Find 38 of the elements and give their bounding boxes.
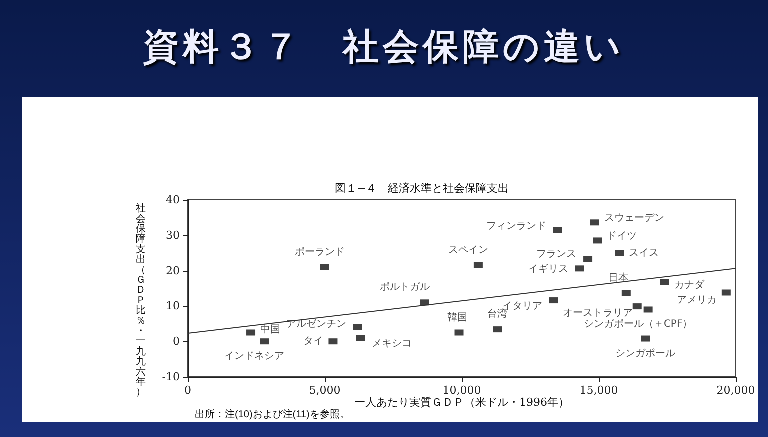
series-label: ポーランド — [295, 246, 345, 258]
y-tick-label: 40 — [166, 194, 180, 206]
x-tick-label: 10,000 — [442, 384, 482, 397]
series-label: メキシコ — [372, 338, 412, 350]
y-tick-label: 20 — [166, 264, 180, 278]
y-tick-label: 30 — [166, 228, 180, 242]
series-label: 中国 — [260, 323, 281, 336]
series-label: シンガポール（＋CPF） — [584, 319, 693, 330]
series-label: スペイン — [448, 244, 488, 256]
series-label: ドイツ — [607, 231, 638, 242]
series-label: オーストラリア — [562, 308, 633, 320]
series-label: 韓国 — [447, 311, 468, 324]
chart-title: 資料３７ 社会保障の違い — [143, 26, 625, 70]
series-label: スイス — [629, 248, 660, 259]
text: 社会保障支出（ＧＤＰ比％・一九九六年） — [136, 204, 146, 398]
chart-subtitle: 図１−４ 経済水準と社会保障支出 — [335, 182, 510, 195]
series-label: フィンランド — [486, 220, 546, 232]
y-tick-label: -10 — [162, 370, 180, 384]
text: 出所：注(10)および注(11)を参照。 — [195, 408, 350, 420]
x-tick-label: 0 — [184, 384, 192, 397]
x-axis-title: 一人あたり実質ＧＤＰ（米ドル・1996年） — [354, 396, 570, 409]
series-label: 日本 — [608, 272, 628, 284]
x-tick-label: 20,000 — [716, 384, 756, 397]
y-tick-label: 10 — [166, 300, 180, 313]
series-label: イギリス — [528, 263, 568, 276]
series-label: カナダ — [674, 278, 706, 291]
x-tick-label: 15,000 — [580, 384, 618, 397]
series-label: 台湾 — [488, 308, 508, 320]
series-label: シンガポール — [616, 348, 676, 360]
series-label: フランス — [536, 248, 577, 260]
series-label: スウェーデン — [604, 213, 664, 224]
x-tick-label: 5,000 — [309, 384, 341, 397]
y-tick-label: 0 — [173, 335, 180, 348]
series-label: アメリカ — [676, 295, 717, 306]
series-label: タイ — [304, 336, 324, 348]
series-label: インドネシア — [224, 351, 285, 362]
series-label: ポルトガル — [380, 282, 430, 294]
point — [320, 264, 330, 270]
